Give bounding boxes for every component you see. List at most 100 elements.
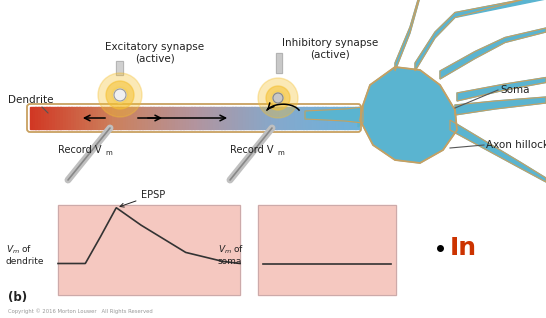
Bar bbox=[314, 107, 318, 129]
Bar bbox=[49, 107, 52, 129]
Circle shape bbox=[273, 93, 283, 103]
Bar bbox=[169, 107, 173, 129]
Text: Record V: Record V bbox=[58, 145, 102, 155]
Polygon shape bbox=[360, 67, 457, 163]
Bar bbox=[58, 205, 240, 295]
Bar bbox=[156, 107, 159, 129]
Polygon shape bbox=[457, 78, 546, 101]
Bar bbox=[177, 107, 181, 129]
Bar bbox=[293, 107, 295, 129]
Bar bbox=[320, 107, 323, 129]
Circle shape bbox=[106, 81, 134, 109]
Bar bbox=[175, 107, 178, 129]
Bar bbox=[106, 107, 110, 129]
Bar bbox=[304, 107, 306, 129]
Bar bbox=[323, 107, 326, 129]
Polygon shape bbox=[415, 0, 546, 71]
Bar bbox=[145, 107, 148, 129]
Bar bbox=[221, 107, 224, 129]
Bar bbox=[147, 107, 151, 129]
Bar bbox=[317, 107, 321, 129]
Bar bbox=[38, 107, 41, 129]
Bar bbox=[273, 107, 276, 129]
Bar bbox=[60, 107, 63, 129]
Bar bbox=[183, 107, 186, 129]
Bar bbox=[298, 107, 301, 129]
Bar bbox=[257, 107, 260, 129]
Bar bbox=[309, 107, 312, 129]
Bar bbox=[331, 107, 334, 129]
Bar bbox=[68, 107, 72, 129]
Bar bbox=[35, 107, 39, 129]
Bar bbox=[128, 107, 132, 129]
Bar bbox=[345, 107, 348, 129]
Text: Dendrite: Dendrite bbox=[8, 95, 54, 105]
Circle shape bbox=[114, 89, 126, 101]
Bar bbox=[188, 107, 192, 129]
Text: Record V: Record V bbox=[230, 145, 274, 155]
Bar bbox=[328, 107, 331, 129]
Bar bbox=[290, 107, 293, 129]
Bar bbox=[238, 107, 241, 129]
Bar bbox=[139, 107, 143, 129]
Text: $V_m$ of
soma: $V_m$ of soma bbox=[218, 243, 244, 266]
Bar bbox=[268, 107, 271, 129]
Bar bbox=[172, 107, 175, 129]
Bar bbox=[350, 107, 353, 129]
Bar bbox=[180, 107, 183, 129]
Bar bbox=[216, 107, 219, 129]
Bar bbox=[207, 107, 211, 129]
Bar bbox=[342, 107, 345, 129]
Bar bbox=[194, 107, 197, 129]
Bar bbox=[197, 107, 200, 129]
Bar bbox=[270, 107, 274, 129]
Text: Excitatory synapse
(active): Excitatory synapse (active) bbox=[105, 42, 205, 64]
Circle shape bbox=[271, 91, 285, 105]
Bar bbox=[301, 107, 304, 129]
Bar bbox=[276, 53, 282, 73]
Bar bbox=[82, 107, 85, 129]
Text: (b): (b) bbox=[8, 291, 27, 304]
Bar bbox=[120, 107, 123, 129]
Bar bbox=[74, 107, 77, 129]
Bar bbox=[258, 205, 396, 295]
Bar bbox=[158, 107, 162, 129]
Bar bbox=[150, 107, 153, 129]
Bar bbox=[227, 107, 230, 129]
Bar bbox=[85, 107, 88, 129]
Bar bbox=[167, 107, 170, 129]
Bar bbox=[246, 107, 249, 129]
Bar bbox=[191, 107, 194, 129]
Bar bbox=[134, 107, 137, 129]
Bar bbox=[161, 107, 164, 129]
Bar bbox=[353, 107, 356, 129]
Bar bbox=[126, 107, 129, 129]
Bar bbox=[306, 107, 309, 129]
Bar bbox=[46, 107, 50, 129]
Polygon shape bbox=[455, 97, 546, 115]
Bar bbox=[153, 107, 156, 129]
Bar bbox=[79, 107, 82, 129]
Bar bbox=[93, 107, 96, 129]
Bar bbox=[116, 61, 123, 75]
Polygon shape bbox=[440, 28, 546, 79]
Bar bbox=[262, 107, 265, 129]
Text: In: In bbox=[450, 236, 477, 260]
Bar bbox=[104, 107, 107, 129]
Bar bbox=[235, 107, 238, 129]
Bar bbox=[248, 107, 252, 129]
Bar bbox=[55, 107, 58, 129]
Bar bbox=[232, 107, 235, 129]
Bar bbox=[355, 107, 359, 129]
Bar bbox=[279, 107, 282, 129]
Bar bbox=[98, 107, 102, 129]
Bar bbox=[52, 107, 55, 129]
Bar bbox=[218, 107, 222, 129]
Bar bbox=[58, 205, 240, 295]
Text: Inhibitory synapse
(active): Inhibitory synapse (active) bbox=[282, 38, 378, 59]
Bar bbox=[90, 107, 93, 129]
Bar bbox=[229, 107, 233, 129]
Circle shape bbox=[258, 78, 298, 118]
Bar bbox=[325, 107, 329, 129]
Bar bbox=[334, 107, 337, 129]
